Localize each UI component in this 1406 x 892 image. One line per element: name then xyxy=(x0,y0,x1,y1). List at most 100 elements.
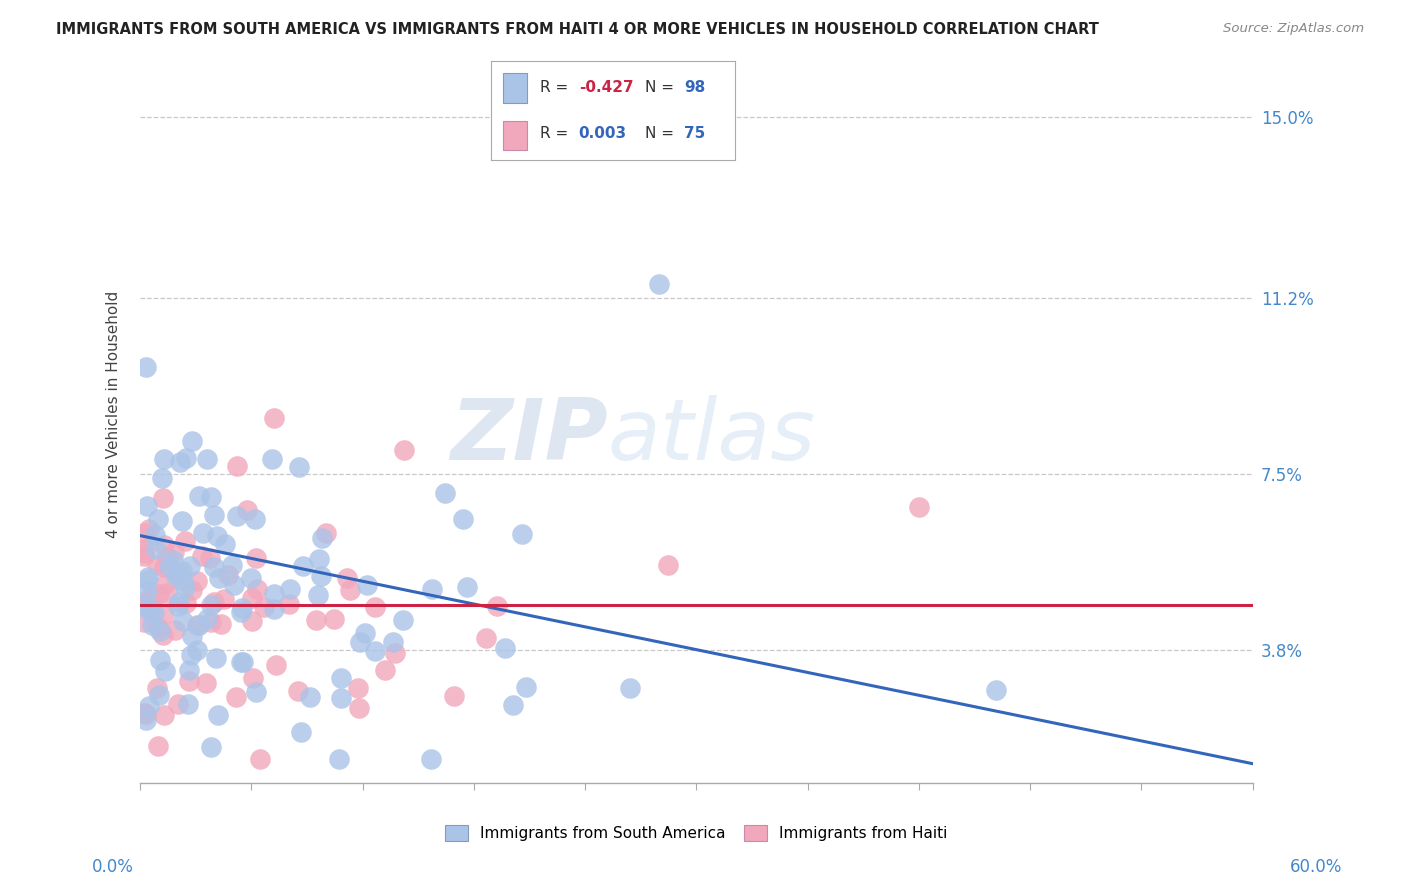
Point xyxy=(152,628,174,642)
Point xyxy=(253,599,276,614)
Point xyxy=(193,526,215,541)
Point xyxy=(353,626,375,640)
Point xyxy=(135,713,157,727)
Point xyxy=(364,644,387,658)
Point xyxy=(263,587,285,601)
Point xyxy=(207,708,229,723)
Point xyxy=(139,597,162,611)
Point xyxy=(153,559,176,574)
Point xyxy=(174,451,197,466)
Point xyxy=(148,688,170,702)
Point xyxy=(225,690,247,704)
Point xyxy=(242,671,264,685)
Point xyxy=(200,599,222,613)
Point xyxy=(152,708,174,723)
Text: Source: ZipAtlas.com: Source: ZipAtlas.com xyxy=(1223,22,1364,36)
Point xyxy=(162,553,184,567)
Point xyxy=(217,568,239,582)
Point xyxy=(169,455,191,469)
Point xyxy=(145,541,167,556)
Point xyxy=(180,648,202,662)
Point xyxy=(226,509,249,524)
Point xyxy=(153,451,176,466)
Point xyxy=(138,591,160,606)
Point xyxy=(239,570,262,584)
Point xyxy=(146,681,169,695)
Point xyxy=(159,559,181,574)
Point xyxy=(146,620,169,634)
Point xyxy=(163,624,186,638)
Point xyxy=(381,635,404,649)
Point xyxy=(148,587,170,601)
Point xyxy=(494,640,516,655)
Point xyxy=(648,277,671,291)
Point xyxy=(288,460,311,475)
Point xyxy=(214,537,236,551)
Point xyxy=(139,602,162,616)
Point xyxy=(202,508,225,523)
Point xyxy=(433,485,456,500)
Point xyxy=(136,500,159,514)
Point xyxy=(172,565,194,579)
Point xyxy=(146,558,169,572)
Point xyxy=(191,549,214,564)
Point xyxy=(290,725,312,739)
Point xyxy=(315,526,337,541)
Point xyxy=(177,663,200,677)
Point xyxy=(264,658,287,673)
Text: atlas: atlas xyxy=(607,395,815,478)
Point xyxy=(150,471,173,485)
Point xyxy=(149,653,172,667)
Point xyxy=(194,676,217,690)
Point xyxy=(515,680,537,694)
Point xyxy=(153,538,176,552)
Point xyxy=(181,583,204,598)
Point xyxy=(186,618,208,632)
Point xyxy=(232,655,254,669)
Point xyxy=(179,673,201,688)
Point xyxy=(245,685,267,699)
Legend: Immigrants from South America, Immigrants from Haiti: Immigrants from South America, Immigrant… xyxy=(446,825,948,841)
Point xyxy=(138,522,160,536)
Point xyxy=(349,701,371,715)
Point xyxy=(200,615,222,629)
Point xyxy=(138,604,160,618)
Point xyxy=(287,684,309,698)
Point xyxy=(443,690,465,704)
Point xyxy=(347,681,370,695)
Point xyxy=(146,512,169,526)
Point xyxy=(138,699,160,714)
Point xyxy=(240,591,263,605)
Point xyxy=(231,600,253,615)
Point xyxy=(174,596,197,610)
Point xyxy=(231,655,253,669)
Y-axis label: 4 or more Vehicles in Household: 4 or more Vehicles in Household xyxy=(107,291,121,538)
Point xyxy=(141,595,163,609)
Point xyxy=(149,624,172,638)
Point xyxy=(167,697,190,711)
Point xyxy=(305,613,328,627)
Point xyxy=(307,588,329,602)
Point xyxy=(240,614,263,628)
Point xyxy=(174,533,197,548)
Point xyxy=(198,551,221,566)
Point xyxy=(225,458,247,473)
Point xyxy=(155,665,177,679)
Point xyxy=(619,681,641,696)
Point xyxy=(202,595,225,609)
Point xyxy=(163,545,186,559)
Point xyxy=(391,613,413,627)
Point xyxy=(148,739,170,754)
Point xyxy=(308,551,330,566)
Point xyxy=(136,599,159,614)
Point xyxy=(221,558,243,572)
Point xyxy=(984,683,1007,698)
Point xyxy=(167,566,190,581)
Point xyxy=(143,528,166,542)
Point xyxy=(231,605,253,619)
Point xyxy=(156,586,179,600)
Point xyxy=(180,629,202,643)
Point xyxy=(132,549,155,563)
Point xyxy=(292,559,315,574)
Point xyxy=(263,601,285,615)
